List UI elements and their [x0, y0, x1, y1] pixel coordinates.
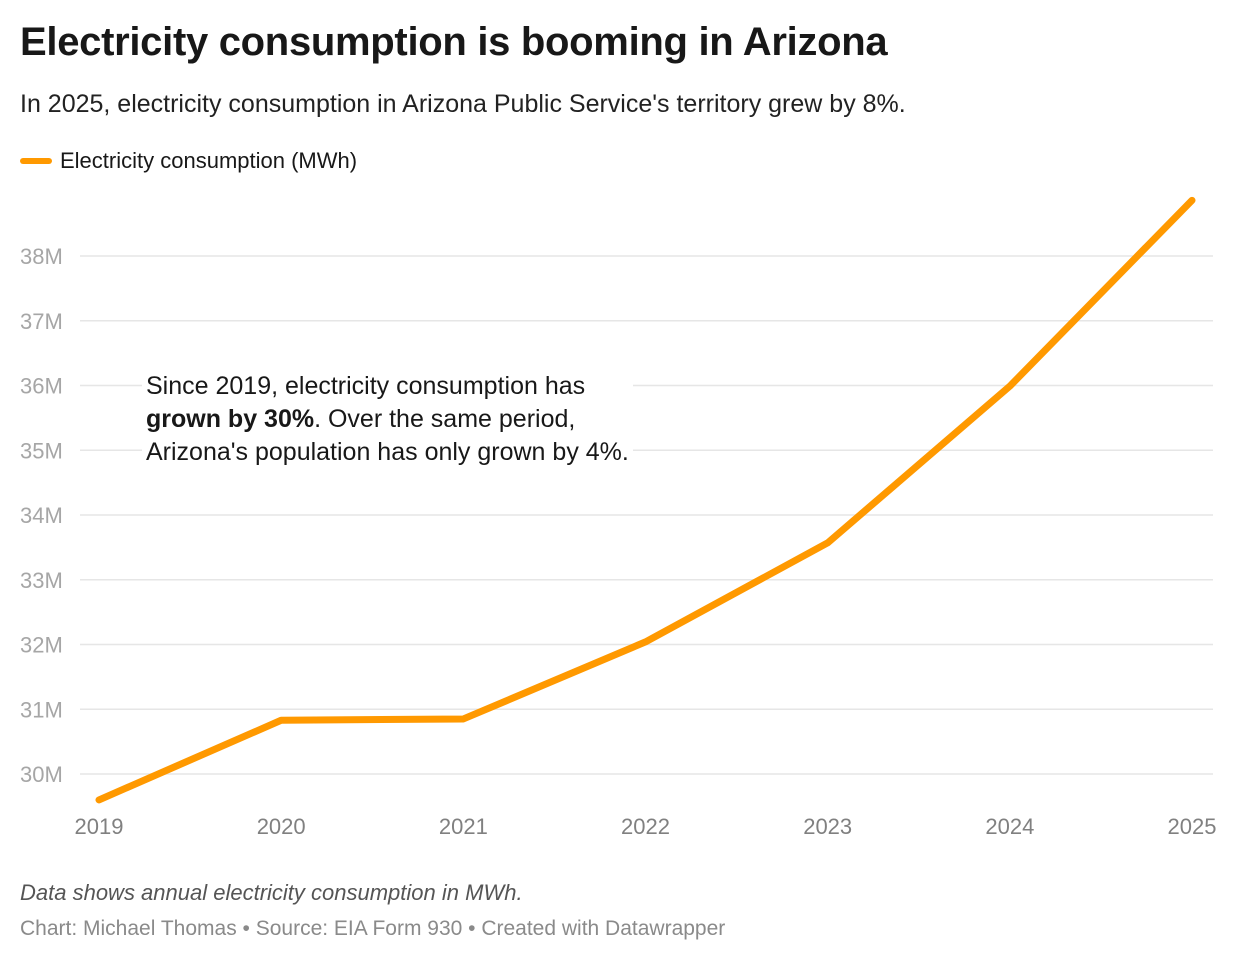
annotation-line3: Arizona's population has only grown by 4…	[146, 438, 629, 466]
legend: Electricity consumption (MWh)	[20, 148, 357, 174]
x-tick-label: 2022	[621, 814, 670, 839]
x-tick-label: 2025	[1168, 814, 1217, 839]
y-tick-label: 34M	[20, 503, 63, 528]
chart-footer: Chart: Michael Thomas • Source: EIA Form…	[20, 917, 726, 940]
y-tick-label: 35M	[20, 438, 63, 463]
chart-title: Electricity consumption is booming in Ar…	[20, 20, 888, 64]
x-tick-label: 2020	[257, 814, 306, 839]
y-tick-label: 32M	[20, 633, 63, 658]
x-tick-label: 2019	[75, 814, 124, 839]
y-tick-label: 38M	[20, 244, 63, 269]
annotation-line2: . Over the same period,	[314, 405, 576, 433]
legend-swatch	[20, 158, 52, 164]
annotation-line1: Since 2019, electricity consumption has	[146, 372, 586, 400]
x-tick-label: 2021	[439, 814, 488, 839]
x-tick-label: 2023	[803, 814, 852, 839]
legend-label: Electricity consumption (MWh)	[60, 148, 358, 173]
y-tick-label: 37M	[20, 309, 63, 334]
chart-notes: Data shows annual electricity consumptio…	[20, 880, 523, 905]
y-tick-label: 36M	[20, 374, 63, 399]
y-tick-label: 33M	[20, 568, 63, 593]
annotation-bold: grown by 30%	[146, 405, 315, 433]
x-tick-label: 2024	[985, 814, 1034, 839]
y-tick-label: 31M	[20, 697, 63, 722]
chart-annotation: Since 2019, electricity consumption has …	[142, 370, 633, 469]
chart-subtitle: In 2025, electricity consumption in Ariz…	[20, 90, 906, 118]
y-tick-label: 30M	[20, 762, 63, 787]
